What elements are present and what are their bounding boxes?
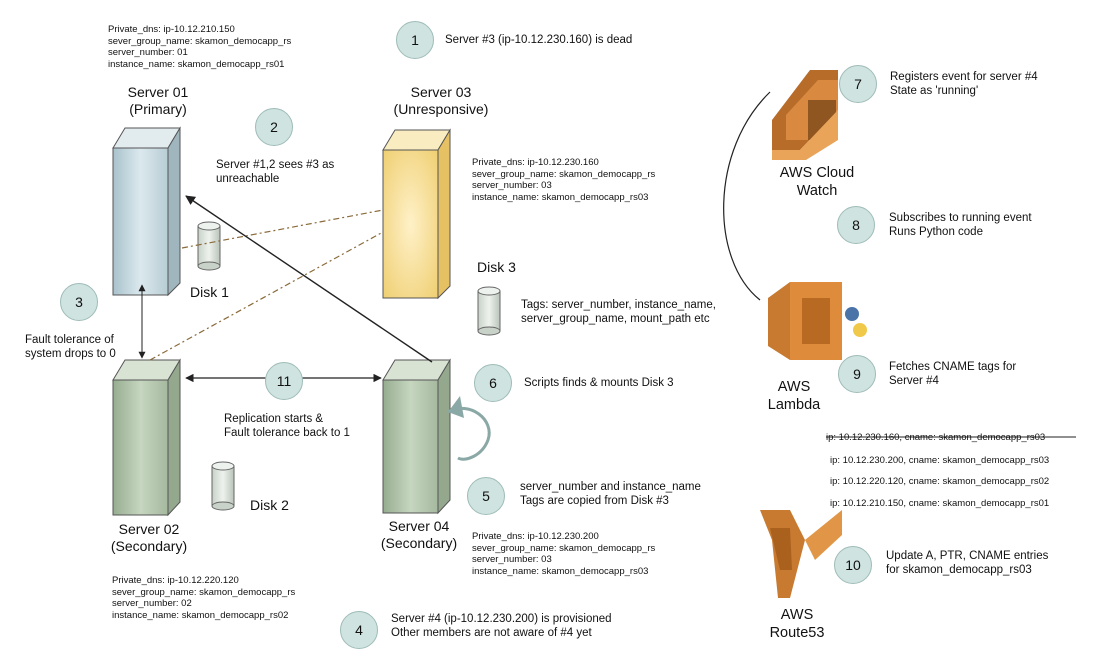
cloudwatch-label: AWS Cloud Watch: [779, 165, 855, 199]
aws-route53-icon: [760, 510, 842, 598]
step-6-badge: 6: [474, 364, 512, 402]
dns-entry-rs02: ip: 10.12.220.120, cname: skamon_democap…: [830, 476, 1050, 487]
step-5-note: server_number and instance_name Tags are …: [520, 481, 701, 507]
disk-3-tags: Tags: server_number, instance_name, serve…: [521, 299, 716, 325]
disk-2-cylinder: [211, 461, 235, 511]
step-11-badge: 11: [265, 362, 303, 400]
aws-lambda-icon: [768, 282, 867, 360]
step-9-note: Fetches CNAME tags for Server #4: [889, 361, 1017, 387]
step-4-note: Server #4 (ip-10.12.230.200) is provisio…: [391, 613, 612, 639]
dns-entry-old: ip: 10.12.230.160, cname: skamon_democap…: [826, 432, 1046, 443]
unreachable-link-02-03: [149, 231, 384, 361]
disk-1-cylinder: [197, 221, 221, 271]
dns-entry-new: ip: 10.12.230.200, cname: skamon_democap…: [830, 455, 1050, 466]
event-flow-arc: [723, 91, 771, 301]
step-2-badge: 2: [255, 108, 293, 146]
lambda-label: AWS Lambda: [767, 379, 821, 413]
server-03-info: Private_dns: ip-10.12.230.160 sever_group…: [472, 157, 656, 203]
server-02-title: Server 02 (Secondary): [110, 521, 188, 554]
server-02-tower: [112, 358, 181, 517]
step-2-note: Server #1,2 sees #3 as unreachable: [216, 159, 335, 185]
step-7-badge: 7: [839, 65, 877, 103]
aws-cloudwatch-icon: [772, 70, 838, 160]
step-7-note: Registers event for server #4 State as 'r…: [890, 71, 1038, 97]
step-8-note: Subscribes to running event Runs Python c…: [889, 212, 1032, 238]
step-9-badge: 9: [838, 355, 876, 393]
step-1-badge: 1: [396, 21, 434, 59]
server-04-tower: [382, 358, 451, 515]
disk-2-label: Disk 2: [250, 497, 289, 513]
step-8-badge: 8: [837, 206, 875, 244]
server-01-info: Private_dns: ip-10.12.210.150 sever_group…: [108, 24, 292, 70]
mount-cycle-arrow: [447, 406, 491, 461]
server-01-tower: [112, 126, 181, 297]
server-03-title: Server 03 (Unresponsive): [393, 84, 489, 117]
step-3-badge: 3: [60, 283, 98, 321]
step-5-badge: 5: [467, 477, 505, 515]
server-03-tower: [382, 128, 451, 300]
step-10-note: Update A, PTR, CNAME entries for skamon_d…: [886, 550, 1049, 576]
route53-label: AWS Route53: [769, 607, 825, 641]
server-01-title: Server 01 (Primary): [127, 84, 189, 117]
disk-1-label: Disk 1: [190, 284, 229, 300]
step-10-badge: 10: [834, 546, 872, 584]
link-04-01: [185, 195, 433, 363]
server-02-info: Private_dns: ip-10.12.220.120 sever_group…: [112, 575, 296, 621]
step-6-note: Scripts finds & mounts Disk 3: [524, 377, 674, 389]
server-04-info: Private_dns: ip-10.12.230.200 sever_group…: [472, 531, 656, 577]
step-1-note: Server #3 (ip-10.12.230.160) is dead: [445, 34, 633, 46]
step-4-badge: 4: [340, 611, 378, 649]
disk-3-label: Disk 3: [477, 259, 516, 275]
step-3-note: Fault tolerance of system drops to 0: [25, 334, 116, 360]
unreachable-link-01-03: [181, 209, 384, 249]
step-11-note: Replication starts & Fault tolerance back…: [224, 413, 350, 439]
dns-entry-rs01: ip: 10.12.210.150, cname: skamon_democap…: [830, 498, 1050, 509]
disk-3-cylinder: [477, 286, 501, 336]
server-04-title: Server 04 (Secondary): [380, 518, 458, 551]
